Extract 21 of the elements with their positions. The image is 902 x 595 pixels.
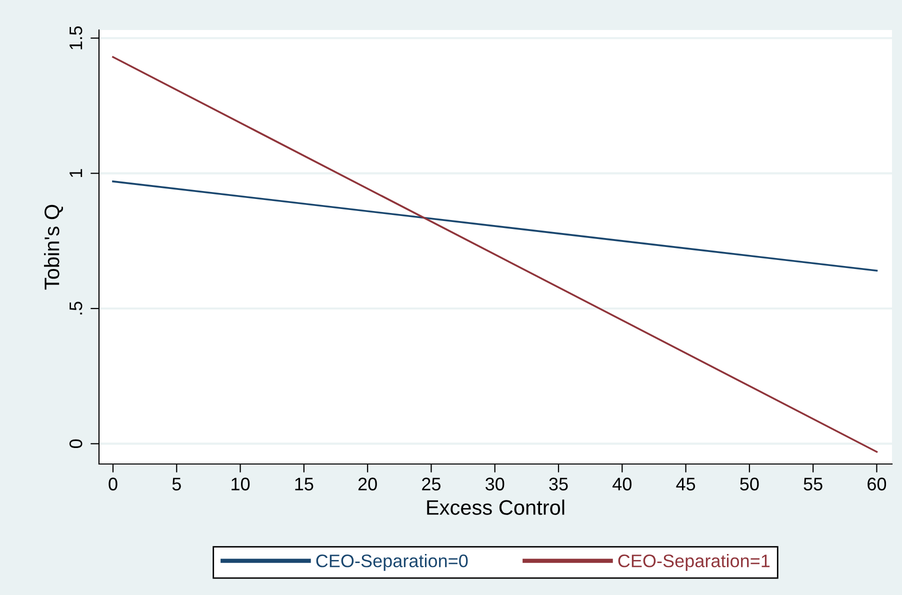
y-tick-label: 1.5: [70, 26, 82, 50]
text: CEO-Separation=0: [316, 554, 468, 571]
x-tick-label: 60: [868, 478, 886, 490]
x-tick-label: 10: [232, 478, 250, 490]
y-tick-label: 0: [69, 439, 82, 448]
x-tick-label: 0: [108, 478, 118, 490]
x-tick-label: 25: [422, 478, 441, 490]
y-tick-label: 1: [70, 169, 82, 177]
legend-label: CEO-Separation=1: [618, 554, 770, 571]
x-axis-title: Excess Control: [427, 500, 564, 515]
y-tick-label: .5: [70, 302, 82, 314]
x-tick-label: 30: [486, 478, 504, 490]
x-tick-label: 35: [549, 478, 568, 490]
x-tick-label: 20: [358, 478, 377, 490]
x-tick-label: 45: [676, 478, 696, 490]
x-tick-label: 15: [295, 478, 314, 490]
x-tick-label: 50: [740, 478, 759, 490]
y-axis-title: Tobin's Q: [44, 204, 64, 290]
x-tick-label: 5: [172, 478, 181, 490]
x-tick-label: 40: [612, 478, 632, 490]
x-tick-label: 55: [804, 478, 822, 490]
